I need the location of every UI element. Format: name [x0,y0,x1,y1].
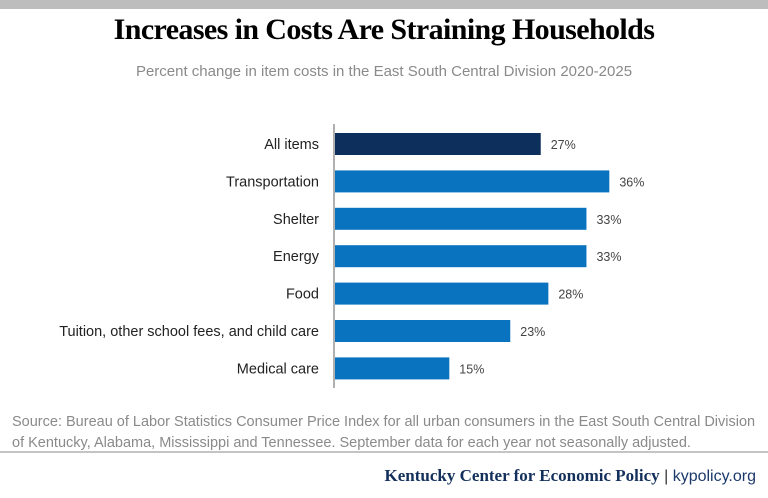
source-note: Source: Bureau of Labor Statistics Consu… [12,412,755,454]
top-bar [0,0,768,9]
bar-chart: All items 27% Transportation 36% Shelter 33% E… [59,124,644,388]
category-label: Tuition, other school fees, and child ca… [59,324,319,340]
bar [335,170,610,193]
data-label: 28% [558,288,583,302]
bar [335,282,549,305]
bar [335,320,511,342]
data-label: 15% [459,362,484,376]
category-label: Medical care [237,361,319,377]
bar [335,245,587,268]
bar [335,133,541,155]
chart-title: Increases in Costs Are Straining Househo… [113,13,655,46]
site-link[interactable]: kypolicy.org [672,468,756,485]
org-name: Kentucky Center for Economic Policy [384,466,660,485]
chart-subtitle: Percent change in item costs in the East… [135,63,633,80]
footer-brand: Kentucky Center for Economic Policy | ky… [385,466,756,486]
category-label: Shelter [273,212,319,228]
category-label: Food [286,287,319,303]
source-line-1: Source: Bureau of Labor Statistics Consu… [12,414,756,430]
source-line-2: of Kentucky, Alabama, Mississippi and Te… [12,435,691,451]
data-label: 33% [596,250,621,264]
category-label: All items [264,137,319,153]
category-label: Transportation [226,174,319,190]
separator: | [664,468,669,485]
data-label: 23% [520,325,545,339]
category-label: Energy [273,249,320,265]
bar [335,207,587,230]
bar [335,357,450,380]
data-label: 27% [551,138,576,152]
footer-divider [0,451,768,453]
data-label: 36% [619,175,644,189]
data-label: 33% [596,213,621,227]
